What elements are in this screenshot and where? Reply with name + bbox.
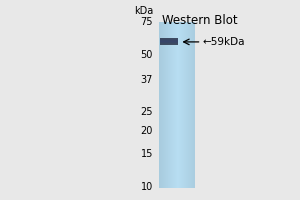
Text: Western Blot: Western Blot: [162, 14, 238, 27]
Text: 15: 15: [141, 149, 153, 159]
Text: 25: 25: [140, 107, 153, 117]
Text: 50: 50: [141, 50, 153, 60]
Text: ←59kDa: ←59kDa: [203, 37, 245, 47]
Text: 20: 20: [141, 126, 153, 136]
Text: 10: 10: [141, 183, 153, 192]
Text: kDa: kDa: [134, 6, 153, 16]
Text: 75: 75: [140, 17, 153, 27]
Text: 37: 37: [141, 75, 153, 85]
